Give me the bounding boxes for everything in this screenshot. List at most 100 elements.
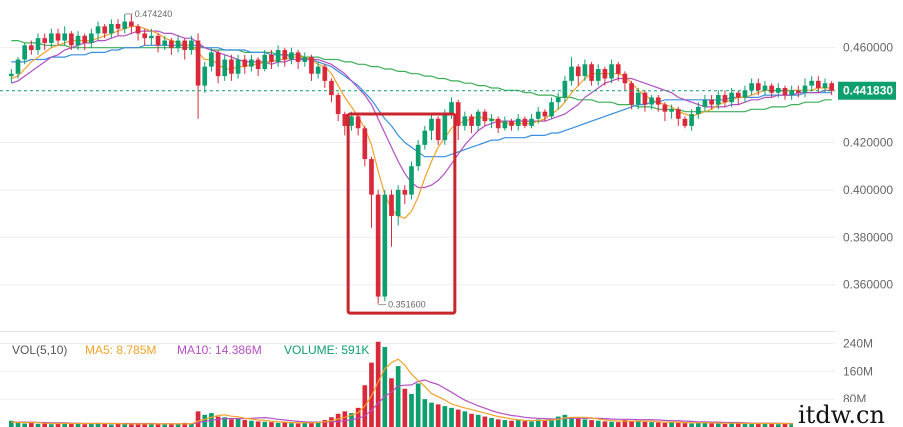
volume-bar xyxy=(602,421,608,427)
volume-bar xyxy=(262,421,268,427)
candle-body xyxy=(369,159,374,195)
candle-body xyxy=(362,128,368,160)
candle-body xyxy=(789,90,794,96)
candle-body xyxy=(309,57,314,74)
volume-bar xyxy=(295,423,301,427)
volume-bar xyxy=(82,424,88,427)
candle-body xyxy=(129,21,134,27)
candle-body xyxy=(602,69,608,79)
candle xyxy=(589,61,594,86)
candle xyxy=(175,35,181,53)
candle xyxy=(769,83,774,98)
candle xyxy=(702,95,708,112)
volume-bar xyxy=(109,424,114,427)
candle xyxy=(195,33,201,119)
candle xyxy=(615,61,621,81)
volume-bar xyxy=(355,407,361,427)
volume-bar xyxy=(389,378,394,427)
volume-bar xyxy=(282,422,288,427)
candle xyxy=(762,80,768,96)
candle-body xyxy=(482,111,488,122)
watermark: itdw.cn xyxy=(793,401,903,427)
candle-body xyxy=(722,95,728,103)
candle xyxy=(235,54,241,79)
volume-bar xyxy=(322,420,328,427)
volume-bar xyxy=(729,422,734,427)
candle-body xyxy=(9,73,14,77)
candle-body xyxy=(795,90,801,93)
volume-bar xyxy=(249,420,254,427)
candlesticks xyxy=(9,14,834,304)
volume-bar xyxy=(495,419,501,427)
candle-body xyxy=(429,118,434,131)
candle-body xyxy=(235,59,241,74)
volume-bar xyxy=(182,422,188,427)
volume-bar xyxy=(749,423,754,427)
volume-bar xyxy=(475,414,481,427)
candle-body xyxy=(262,54,268,69)
candle-body xyxy=(269,54,274,62)
candle xyxy=(155,33,161,53)
candle-body xyxy=(809,80,814,86)
candle xyxy=(202,61,208,93)
volume-bar xyxy=(675,422,681,427)
candle xyxy=(715,90,721,110)
candle xyxy=(395,185,401,226)
candle-body xyxy=(495,118,501,129)
candle xyxy=(169,38,174,55)
volume-bar xyxy=(635,421,641,427)
candle xyxy=(95,21,101,41)
volume-bar xyxy=(49,424,54,427)
candle-body xyxy=(135,26,141,34)
candle-body xyxy=(435,118,441,141)
volume-bar xyxy=(455,409,461,427)
volume-bar xyxy=(395,366,401,427)
volume-bar xyxy=(622,420,628,427)
candle-body xyxy=(222,59,228,77)
volume-bar xyxy=(195,411,201,427)
candle-body xyxy=(342,114,348,126)
candle-body xyxy=(355,116,361,129)
candle-body xyxy=(409,166,414,195)
volume-bar xyxy=(695,422,701,427)
candle-body xyxy=(642,92,648,105)
candle-body xyxy=(462,116,468,126)
last-price-label: 0.441830 xyxy=(843,84,893,98)
candle-body xyxy=(42,38,48,43)
candle xyxy=(129,14,134,34)
candle xyxy=(582,59,588,81)
candle xyxy=(802,78,808,98)
volume-bar xyxy=(789,423,794,427)
ma-long-blue-line xyxy=(11,44,832,158)
volume-ma10-line xyxy=(11,379,832,425)
volume-bar xyxy=(775,424,781,427)
candle-body xyxy=(769,85,774,93)
volume-bar xyxy=(569,417,574,427)
candle-body xyxy=(202,66,208,86)
candle xyxy=(415,140,421,171)
candle xyxy=(502,116,508,131)
volume-bar xyxy=(169,424,174,427)
candle xyxy=(402,185,408,205)
candle-body xyxy=(829,83,834,91)
volume-bar xyxy=(449,407,454,427)
volume-bar xyxy=(522,421,528,427)
ma-long-green-line xyxy=(11,39,832,113)
candle xyxy=(182,38,188,60)
candle-body xyxy=(122,21,128,29)
volume-bar xyxy=(42,423,48,427)
candle-body xyxy=(755,83,761,91)
volume-bar xyxy=(135,423,141,427)
candle-body xyxy=(649,97,654,105)
volume-bar xyxy=(15,422,21,427)
volume-bar xyxy=(462,411,468,427)
candle-body xyxy=(382,194,388,297)
volume-ma-lines xyxy=(11,358,832,425)
candle xyxy=(135,23,141,41)
candle xyxy=(475,109,481,131)
candle-body xyxy=(509,121,514,126)
watermark-text: itdw.cn xyxy=(798,401,885,427)
candle xyxy=(242,54,248,74)
candle xyxy=(409,161,414,200)
